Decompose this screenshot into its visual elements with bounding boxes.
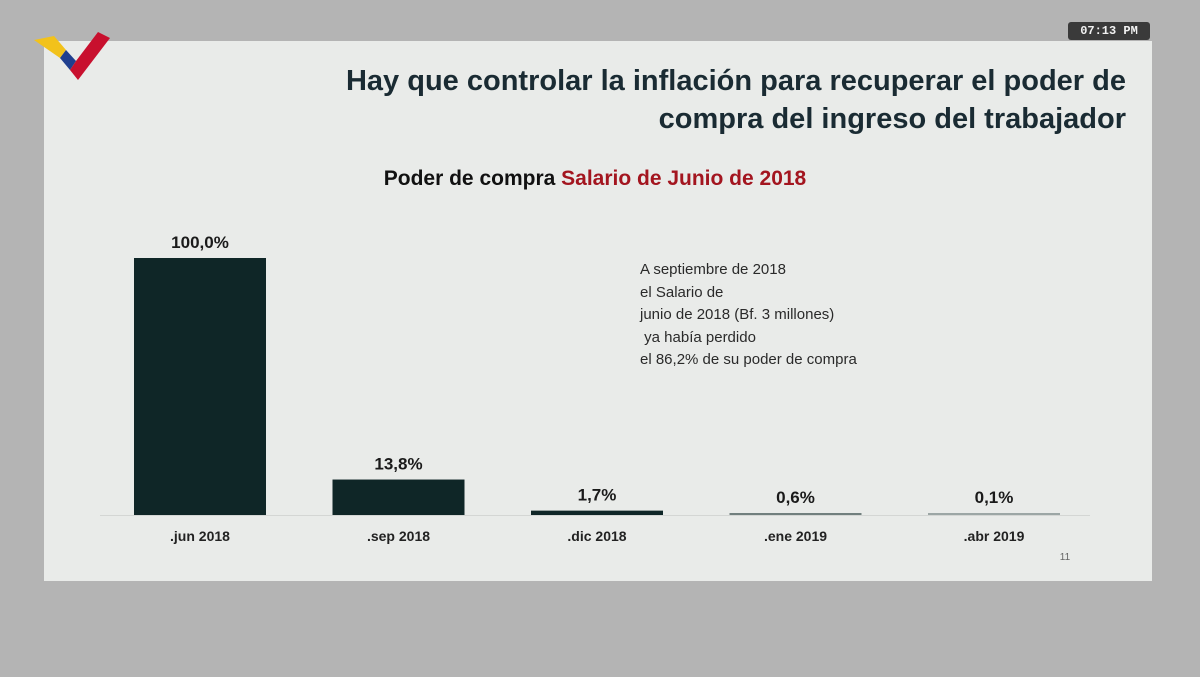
chart-subtitle: Poder de compra Salario de Junio de 2018 bbox=[240, 166, 950, 192]
note-line: el Salario de bbox=[640, 283, 724, 301]
slide-title: Hay que controlar la inflación para recu… bbox=[150, 62, 1126, 138]
slide-title-line-2: compra del ingreso del trabajador bbox=[658, 103, 1126, 135]
note-line: el 86,2% de su poder de compra bbox=[640, 351, 857, 368]
subtitle-highlight: Salario de Junio de 2018 bbox=[561, 167, 807, 190]
note-line: ya había perdido bbox=[640, 328, 756, 346]
note-line: A septiembre de 2018 bbox=[640, 261, 786, 278]
slide-title-line-1: Hay que controlar la inflación para recu… bbox=[345, 65, 1126, 97]
clock-overlay: 07:13 PM bbox=[1068, 22, 1150, 40]
venezuela-chevron-logo-icon bbox=[34, 32, 110, 80]
subtitle-prefix: Poder de compra bbox=[383, 167, 562, 190]
page-number: 11 bbox=[1059, 552, 1071, 563]
annotation-note: A septiembre de 2018 el Salario de junio… bbox=[640, 259, 970, 372]
note-line: junio de 2018 (Bf. 3 millones) bbox=[640, 306, 835, 323]
